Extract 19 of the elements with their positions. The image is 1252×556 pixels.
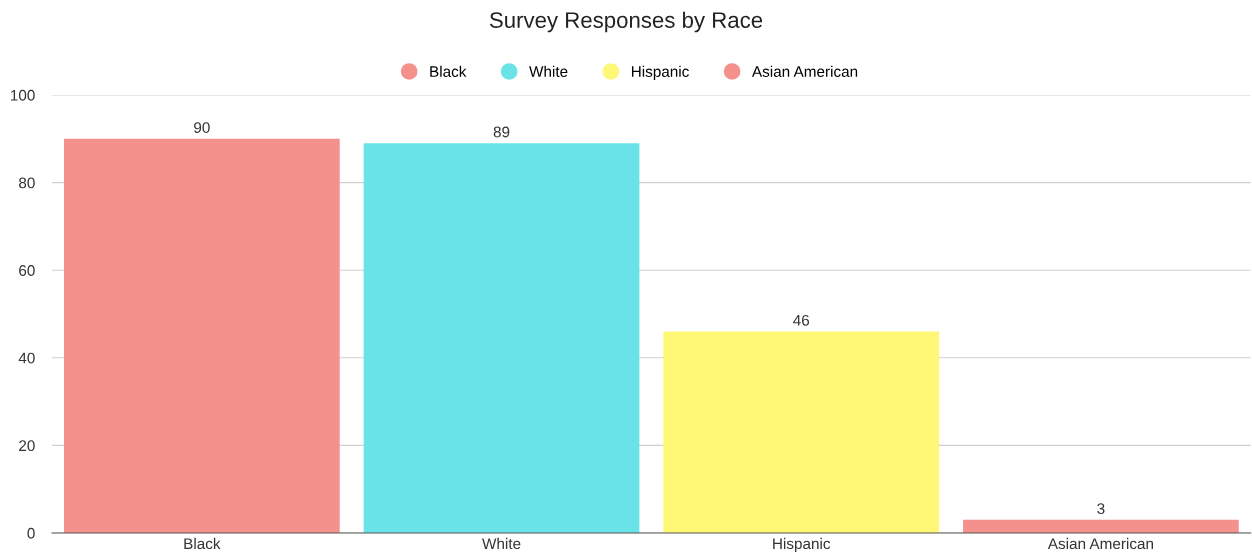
- x-tick-label: Hispanic: [773, 537, 831, 553]
- legend-label: Asian American: [751, 65, 858, 77]
- y-tick-label: 0: [27, 527, 35, 539]
- y-tick-label: 60: [19, 265, 35, 276]
- x-tick-label: Black: [184, 537, 221, 550]
- chart-title: Survey Responses by Race: [489, 11, 763, 33]
- y-tick-label: 100: [11, 89, 35, 101]
- y-tick-label: 20: [19, 440, 35, 452]
- data-label: 46: [793, 314, 810, 326]
- legend-label: Black: [430, 65, 467, 77]
- x-tick-label: White: [482, 537, 521, 550]
- data-label: 90: [194, 122, 210, 133]
- y-tick-label: 80: [19, 177, 35, 189]
- legend-label: Hispanic: [631, 65, 689, 80]
- legend-label: White: [529, 65, 568, 77]
- x-tick-label: Asian American: [1047, 537, 1153, 550]
- data-label: 89: [493, 126, 510, 138]
- data-label: 3: [1097, 503, 1105, 515]
- y-tick-label: 40: [18, 352, 35, 364]
